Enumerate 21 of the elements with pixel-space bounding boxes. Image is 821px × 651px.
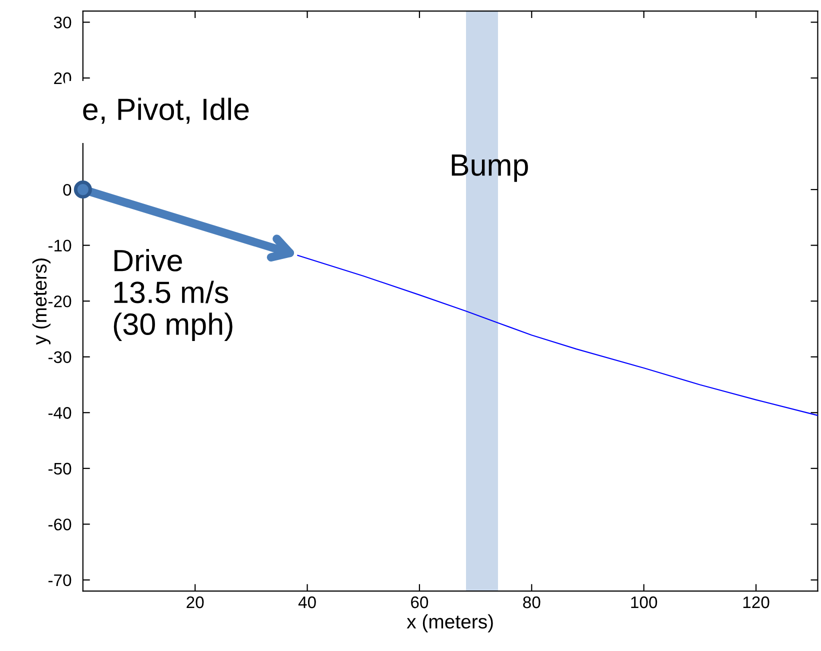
annotation: e, Pivot, Idle xyxy=(83,98,249,124)
y-tick-label: -70 xyxy=(48,574,72,586)
y-tick-label: -60 xyxy=(48,518,72,530)
y-tick-label: 30 xyxy=(54,16,72,28)
y-tick-label: -50 xyxy=(48,462,72,475)
x-tick-label: 80 xyxy=(523,596,540,608)
band-label: Bump xyxy=(452,154,528,182)
y-axis-title: y (meters) xyxy=(32,258,50,345)
annotation: Drive 13.5 m/s (30 mph) xyxy=(114,248,232,342)
x-tick-label: 40 xyxy=(298,596,316,608)
y-tick-label: -40 xyxy=(48,407,72,419)
x-tick-label: 60 xyxy=(411,596,428,608)
x-axis-title: x (meters) xyxy=(406,614,493,632)
x-tick-label: 100 xyxy=(631,596,658,608)
y-tick-label: 0 xyxy=(63,184,72,196)
line-series xyxy=(297,254,818,416)
x-tick-label: 120 xyxy=(743,596,770,608)
y-tick-label: -30 xyxy=(48,351,72,364)
y-tick-label: -10 xyxy=(48,240,72,252)
x-tick-label: 20 xyxy=(186,596,204,608)
y-tick-label: -20 xyxy=(48,295,72,308)
